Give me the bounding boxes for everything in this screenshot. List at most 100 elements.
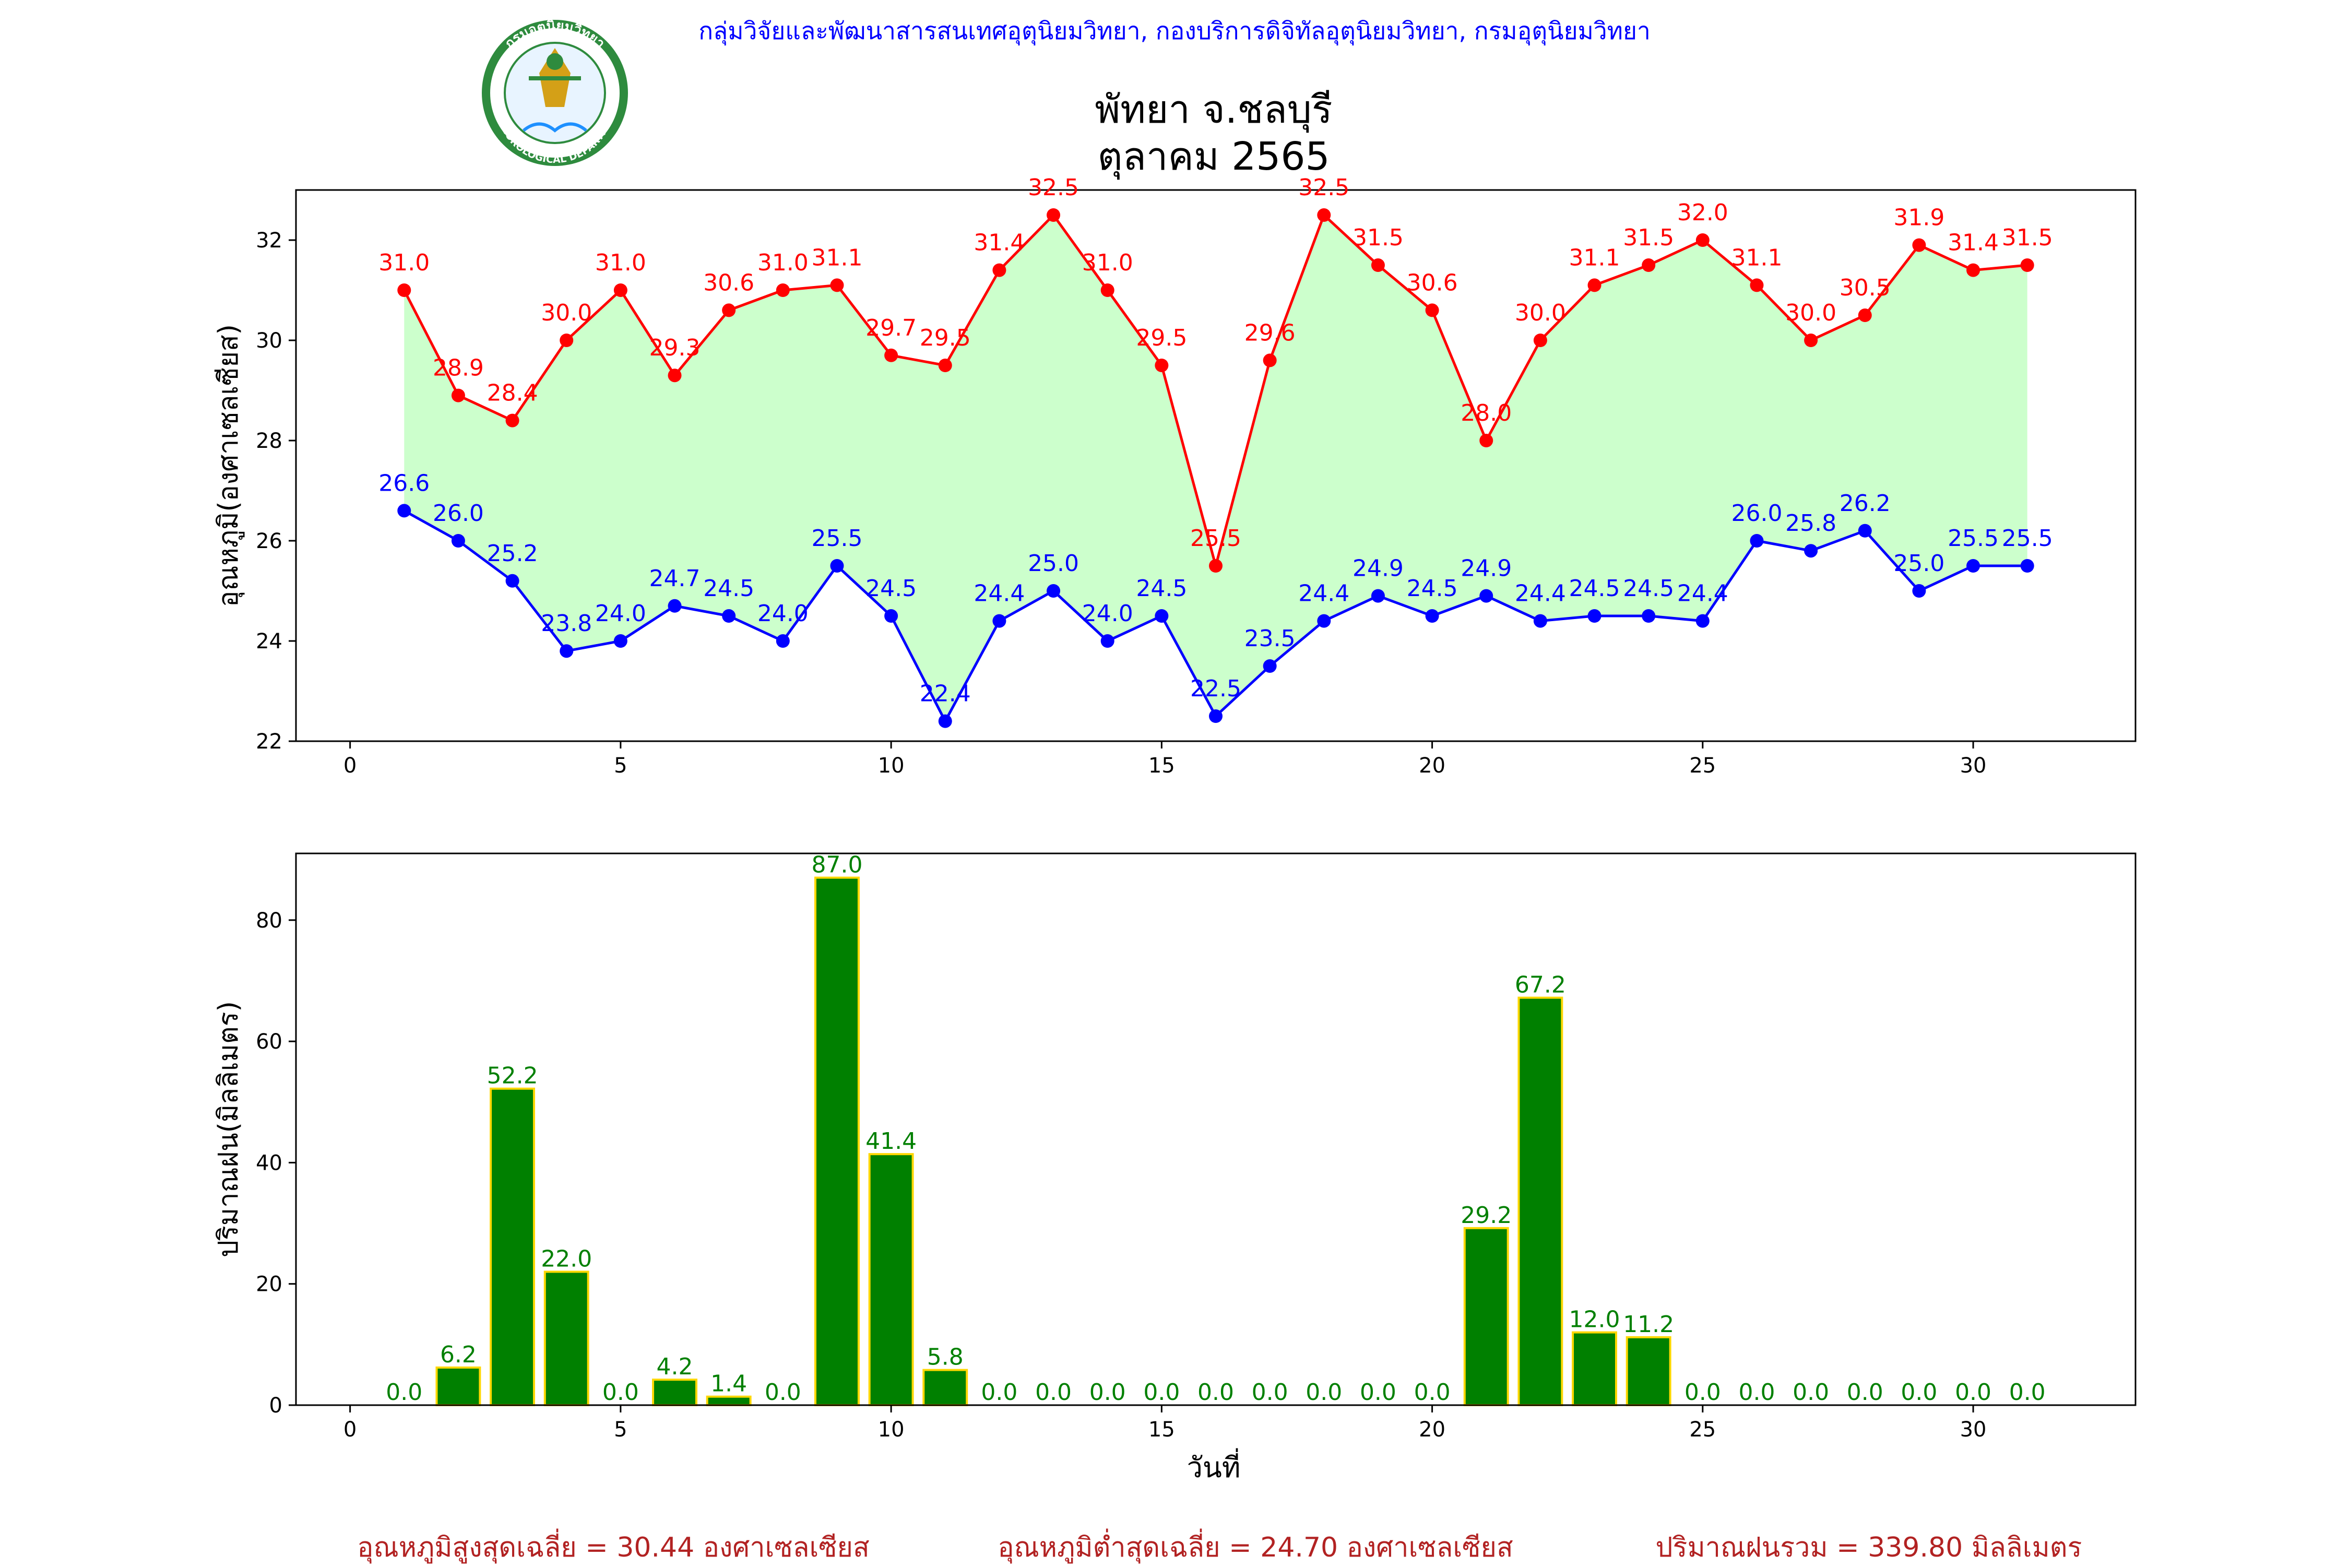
- temperature-max-value-label: 28.4: [487, 380, 538, 407]
- temperature-max-value-label: 29.3: [649, 335, 701, 361]
- temperature-y-axis-label: อุณหภูมิ(องศาเซลเซียส): [213, 324, 245, 607]
- rainfall-bar: [1517, 996, 1563, 1406]
- temperature-x-tick-label: 10: [878, 754, 905, 778]
- temperature-max-point: [776, 283, 790, 297]
- temperature-max-value-label: 30.6: [1407, 269, 1458, 296]
- chart-title-line2: ตุลาคม 2565: [1097, 134, 1330, 180]
- temperature-min-point: [560, 644, 574, 658]
- rainfall-y-tick-label: 20: [256, 1273, 282, 1297]
- temperature-min-point: [1425, 609, 1439, 623]
- temperature-range-fill: [404, 215, 2027, 721]
- temperature-min-point: [1155, 609, 1169, 623]
- temperature-min-value-label: 26.6: [378, 470, 430, 496]
- temperature-max-value-label: 29.5: [1136, 325, 1187, 351]
- temperature-max-point: [1371, 258, 1385, 272]
- temperature-max-value-label: 31.0: [757, 250, 809, 276]
- temperature-min-value-label: 26.0: [433, 500, 484, 527]
- temperature-max-value-label: 31.5: [1353, 224, 1404, 251]
- temperature-min-value-label: 24.9: [1461, 555, 1512, 582]
- temperature-max-value-label: 28.0: [1461, 400, 1512, 426]
- rainfall-value-label: 6.2: [440, 1341, 477, 1368]
- temperature-x-tick-label: 5: [614, 754, 627, 778]
- rainfall-value-label: 0.0: [602, 1379, 639, 1406]
- temperature-max-point: [397, 283, 411, 297]
- temperature-min-value-label: 26.2: [1840, 490, 1891, 517]
- temperature-max-value-label: 29.6: [1244, 319, 1296, 346]
- summary-avg-min: อุณหภูมิต่ำสุดเฉลี่ย = 24.70 องศาเซลเซีย…: [998, 1528, 1513, 1564]
- rainfall-bar: [652, 1379, 697, 1406]
- rainfall-value-label: 0.0: [1684, 1379, 1721, 1406]
- rainfall-x-tick-label: 30: [1960, 1418, 1987, 1442]
- temperature-min-point: [1371, 589, 1385, 603]
- temperature-max-point: [1047, 208, 1061, 222]
- temperature-max-point: [1263, 353, 1277, 367]
- temperature-max-point: [1804, 334, 1818, 347]
- temperature-min-value-label: 24.4: [1515, 580, 1566, 607]
- rainfall-bar: [543, 1270, 589, 1406]
- temperature-min-point: [1587, 609, 1601, 623]
- temperature-min-point: [776, 634, 790, 648]
- rainfall-y-tick-label: 0: [269, 1394, 282, 1418]
- temperature-max-point: [1425, 303, 1439, 317]
- rainfall-value-label: 4.2: [657, 1353, 693, 1380]
- temperature-max-value-label: 30.0: [1515, 300, 1566, 326]
- temperature-min-value-label: 25.2: [487, 540, 538, 567]
- temperature-min-point: [2020, 559, 2034, 573]
- temperature-max-point: [1155, 359, 1169, 372]
- temperature-max-value-label: 28.9: [433, 355, 484, 382]
- temperature-min-value-label: 24.0: [757, 600, 809, 627]
- temperature-min-value-label: 25.8: [1785, 510, 1836, 537]
- rainfall-value-label: 0.0: [1738, 1379, 1775, 1406]
- rainfall-value-label: 52.2: [487, 1063, 538, 1089]
- temperature-max-value-label: 31.0: [1082, 250, 1133, 276]
- summary-avg-max: อุณหภูมิสูงสุดเฉลี่ย = 30.44 องศาเซลเซีย…: [357, 1528, 870, 1564]
- rainfall-value-label: 0.0: [1306, 1379, 1342, 1406]
- rainfall-value-label: 1.4: [710, 1371, 747, 1397]
- temperature-max-value-label: 32.5: [1028, 174, 1079, 201]
- temperature-min-value-label: 24.5: [703, 575, 754, 602]
- temperature-min-value-label: 24.4: [974, 580, 1025, 607]
- temperature-max-point: [2020, 258, 2034, 272]
- temperature-y-tick-label: 26: [256, 529, 282, 553]
- temperature-max-value-label: 32.5: [1298, 174, 1349, 201]
- temperature-max-point: [1966, 263, 1980, 277]
- temperature-max-value-label: 31.4: [974, 230, 1025, 256]
- rainfall-value-label: 0.0: [765, 1379, 801, 1406]
- temperature-max-value-label: 25.5: [1190, 525, 1241, 552]
- rainfall-value-label: 0.0: [1955, 1379, 1991, 1406]
- rainfall-value-label: 0.0: [1847, 1379, 1883, 1406]
- temperature-max-point: [1209, 559, 1223, 573]
- temperature-min-point: [1912, 584, 1926, 598]
- temperature-min-point: [451, 534, 465, 548]
- rainfall-value-label: 87.0: [811, 851, 862, 878]
- rainfall-bar: [814, 876, 860, 1406]
- temperature-min-point: [1047, 584, 1061, 598]
- temperature-x-tick-label: 20: [1419, 754, 1445, 778]
- temperature-max-point: [1912, 238, 1926, 252]
- temperature-min-point: [1209, 709, 1223, 723]
- rainfall-chart: 0.0 6.2 52.2 22.0 0.0 4.2 1.4 0.0 87.0 41.4 5.8 0.0…: [256, 851, 2137, 1442]
- temperature-y-tick-label: 24: [256, 629, 282, 654]
- temperature-min-value-label: 24.5: [1623, 575, 1674, 602]
- temperature-max-value-label: 31.5: [2002, 224, 2053, 251]
- temperature-max-point: [1642, 258, 1656, 272]
- rainfall-value-label: 0.0: [1143, 1379, 1180, 1406]
- rainfall-plot-frame: [295, 852, 2137, 1406]
- temperature-y-tick-label: 32: [256, 229, 282, 253]
- rainfall-value-label: 11.2: [1623, 1311, 1674, 1338]
- temperature-max-value-label: 31.5: [1623, 224, 1674, 251]
- temperature-min-point: [1695, 614, 1710, 628]
- rainfall-bar: [1626, 1336, 1671, 1407]
- temperature-x-tick-label: 25: [1689, 754, 1716, 778]
- temperature-max-value-label: 31.0: [595, 250, 646, 276]
- temperature-max-value-label: 30.6: [703, 269, 754, 296]
- rainfall-value-label: 12.0: [1569, 1306, 1620, 1333]
- temperature-max-point: [1100, 283, 1114, 297]
- temperature-max-point: [830, 278, 844, 292]
- rainfall-x-tick-label: 25: [1689, 1418, 1716, 1442]
- rainfall-value-label: 29.2: [1461, 1202, 1512, 1229]
- rainfall-value-label: 5.8: [927, 1344, 964, 1371]
- temperature-y-tick-label: 30: [256, 329, 282, 353]
- temperature-min-value-label: 24.4: [1298, 580, 1349, 607]
